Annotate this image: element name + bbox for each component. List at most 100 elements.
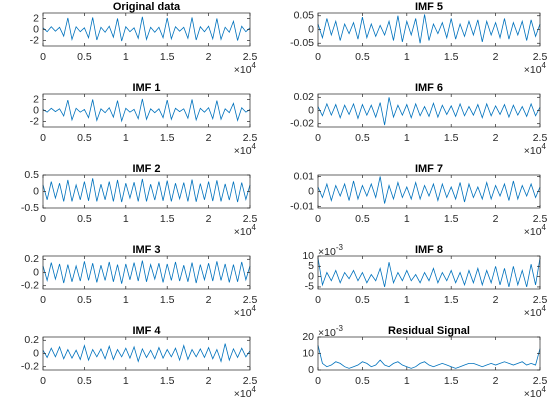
multiplier-power: 4 (542, 61, 547, 70)
multiplier-base: ×10 (524, 226, 542, 238)
x-tick-label: 0.5 (355, 132, 370, 144)
multiplier-base: ×10 (524, 307, 542, 319)
multiplier-power: 4 (252, 223, 257, 232)
multiplier-power: 4 (542, 385, 547, 394)
x-tick-label: 2.5 (533, 132, 548, 144)
x-tick-label: 0.5 (77, 51, 92, 63)
x-tick-label: 2 (493, 213, 499, 225)
signal-line (42, 343, 251, 363)
subplot-title: IMF 1 (132, 82, 160, 94)
x-tick-label: 1 (404, 213, 410, 225)
x-tick-label: 1.5 (160, 294, 175, 306)
y-tick-label: -0.2 (21, 360, 39, 372)
multiplier-base: ×10 (524, 145, 542, 157)
x-tick-label: 0 (315, 132, 321, 144)
multiplier-base: ×10 (524, 388, 542, 400)
signal-line (317, 345, 541, 369)
multiplier-power: -3 (336, 324, 344, 333)
x-tick-label: 0 (315, 51, 321, 63)
multiplier-power: 4 (252, 142, 257, 151)
x-tick-label: 1.5 (444, 51, 459, 63)
y-tick-label: 0 (33, 23, 39, 35)
y-tick-label: 0.5 (24, 169, 39, 181)
signal-line (317, 257, 541, 288)
multiplier-power: -3 (336, 243, 344, 252)
subplot-title: IMF 7 (415, 163, 443, 175)
signal-line (317, 14, 541, 44)
axis-multiplier: ×104 (524, 61, 547, 76)
signal-line (42, 16, 251, 42)
subplot-title: IMF 3 (132, 244, 160, 256)
subplot-title: Residual Signal (388, 325, 470, 337)
multiplier-power: 4 (542, 223, 547, 232)
subplot-title: Original data (113, 1, 181, 13)
axis-multiplier: ×104 (234, 385, 257, 400)
multiplier-base: ×10 (524, 64, 542, 76)
y-tick-label: 0 (33, 104, 39, 116)
subplot-title: IMF 4 (132, 325, 161, 337)
y-tick-label: 0 (33, 347, 39, 359)
y-tick-label: 0.2 (24, 253, 39, 265)
signal-line (42, 260, 251, 284)
axis-multiplier: ×104 (524, 385, 547, 400)
x-tick-label: 0.5 (77, 213, 92, 225)
y-tick-label: -0.02 (290, 117, 314, 129)
y-tick-label: 0 (33, 185, 39, 197)
subplot-title: IMF 2 (132, 163, 160, 175)
axis-multiplier: ×10-3 (318, 243, 343, 258)
x-tick-label: 0.5 (355, 375, 370, 387)
x-tick-label: 2 (493, 375, 499, 387)
multiplier-power: 4 (252, 61, 257, 70)
axis-multiplier: ×104 (524, 304, 547, 319)
x-tick-label: 2 (493, 51, 499, 63)
x-tick-label: 1 (123, 51, 129, 63)
y-tick-label: 0.01 (294, 170, 315, 182)
x-tick-label: 2.5 (533, 213, 548, 225)
y-tick-label: 0 (308, 23, 314, 35)
x-tick-label: 0 (315, 213, 321, 225)
y-tick-label: -2 (30, 34, 39, 46)
x-tick-label: 1.5 (160, 213, 175, 225)
y-tick-label: -0.01 (290, 200, 314, 212)
y-tick-label: -0.2 (21, 279, 39, 291)
y-tick-label: 5 (308, 260, 314, 272)
x-tick-label: 1.5 (160, 375, 175, 387)
x-tick-label: 0.5 (355, 294, 370, 306)
multiplier-power: 4 (542, 142, 547, 151)
axis-multiplier: ×104 (234, 61, 257, 76)
y-tick-label: 0.2 (24, 334, 39, 346)
x-tick-label: 1 (123, 294, 129, 306)
y-tick-label: -0.05 (290, 37, 314, 49)
x-tick-label: 1.5 (444, 294, 459, 306)
x-tick-label: 1.5 (160, 132, 175, 144)
multiplier-base: ×10 (234, 307, 252, 319)
x-tick-label: 2.5 (533, 51, 548, 63)
y-tick-label: -5 (305, 281, 314, 293)
multiplier-base: ×10 (234, 388, 252, 400)
signal-line (42, 98, 251, 123)
subplot-title: IMF 8 (415, 244, 443, 256)
y-tick-label: 20 (302, 331, 314, 343)
signal-line (42, 178, 251, 203)
y-tick-label: 10 (302, 250, 314, 262)
x-tick-label: 0.5 (355, 51, 370, 63)
y-tick-label: 0 (308, 270, 314, 282)
x-tick-label: 1.5 (444, 132, 459, 144)
axis-multiplier: ×104 (234, 142, 257, 157)
y-tick-label: 0 (308, 185, 314, 197)
multiplier-power: 4 (542, 304, 547, 313)
multiplier-base: ×10 (234, 64, 252, 76)
x-tick-label: 2.5 (533, 294, 548, 306)
signal-line (317, 176, 541, 204)
x-tick-label: 1 (123, 375, 129, 387)
x-tick-label: 0 (40, 375, 46, 387)
x-tick-label: 2.5 (243, 213, 258, 225)
multiplier-power: 4 (252, 304, 257, 313)
multiplier-base: ×10 (234, 145, 252, 157)
multiplier-base: ×10 (234, 226, 252, 238)
x-tick-label: 2 (206, 294, 212, 306)
y-tick-label: 0.02 (294, 91, 315, 103)
x-tick-label: 1 (404, 132, 410, 144)
x-tick-label: 2 (206, 132, 212, 144)
